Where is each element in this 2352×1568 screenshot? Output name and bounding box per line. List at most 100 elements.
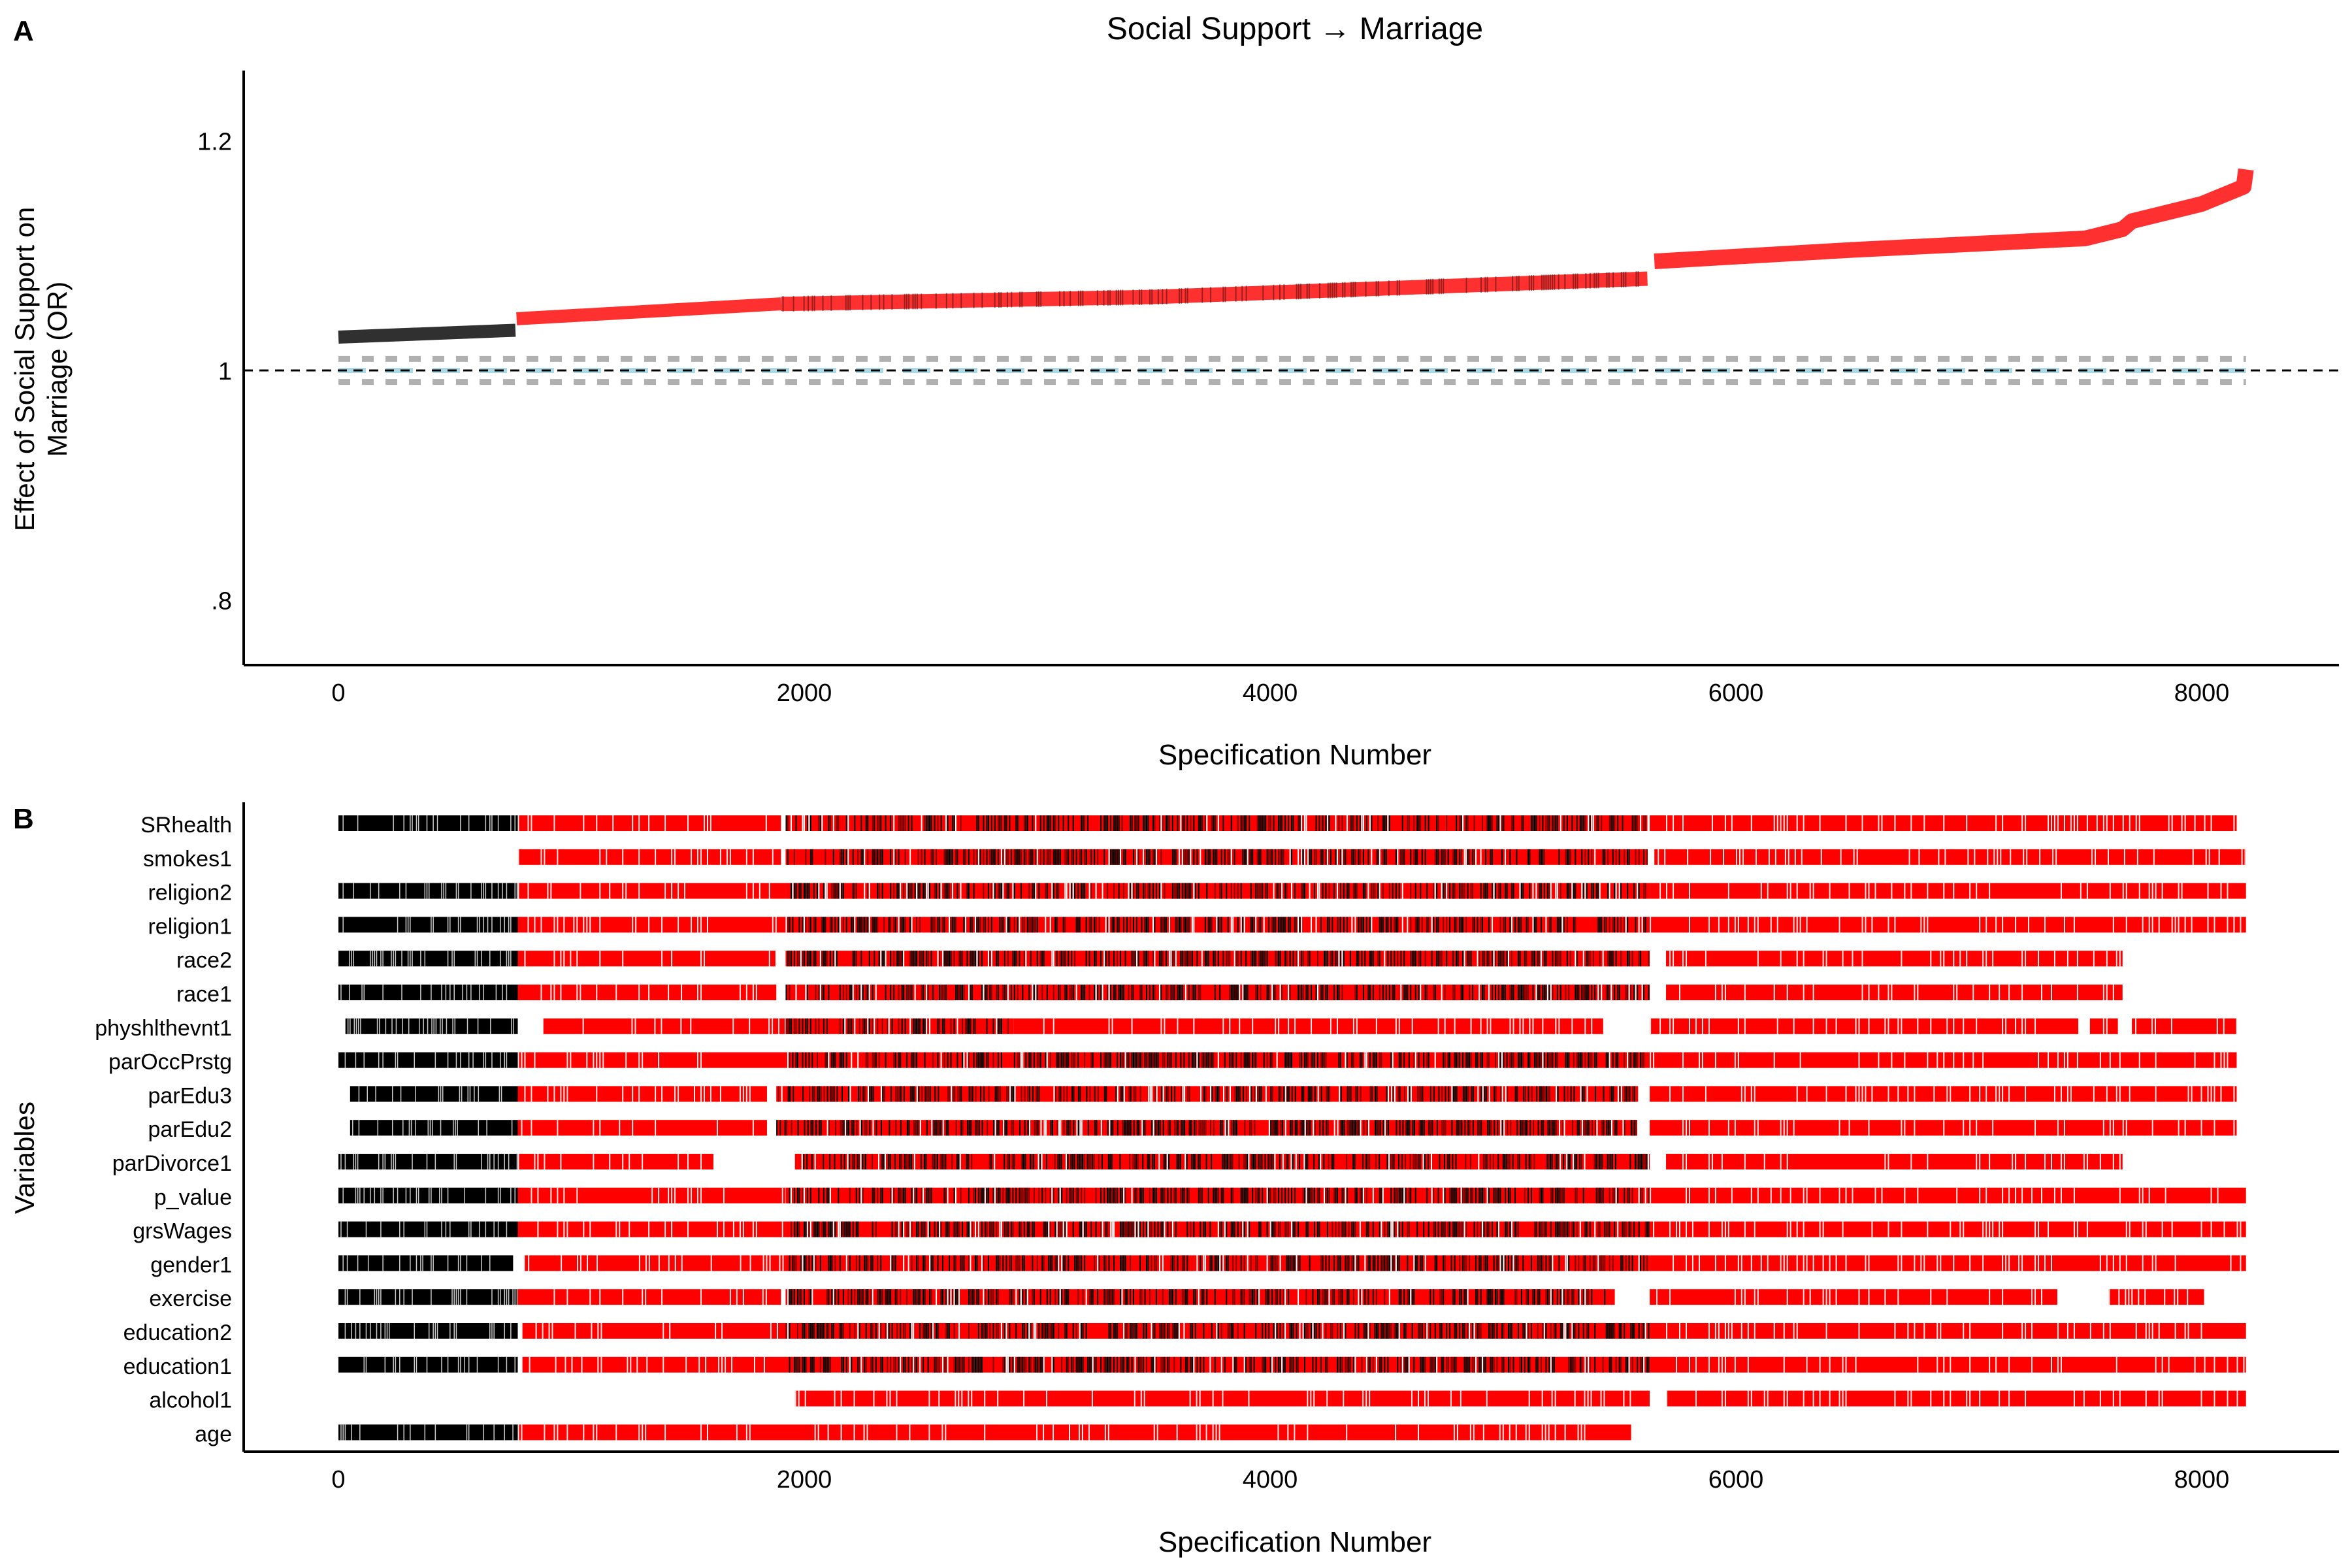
inclusion-nonsig-mark: [1133, 917, 1135, 933]
inclusion-nonsig-mark: [937, 1018, 939, 1034]
inclusion-gap: [553, 815, 555, 831]
inclusion-nonsig-mark: [1558, 1221, 1560, 1237]
inclusion-gap: [1789, 1221, 1791, 1237]
inclusion-nonsig-mark: [1384, 1255, 1386, 1271]
inclusion-gap: [498, 1086, 500, 1102]
inclusion-nonsig-mark: [1165, 951, 1167, 967]
inclusion-nonsig-mark: [1627, 849, 1629, 865]
inclusion-nonsig-mark: [1122, 1120, 1124, 1136]
inclusion-nonsig-mark: [1539, 1221, 1541, 1237]
inclusion-nonsig-mark: [1072, 849, 1074, 865]
inclusion-nonsig-mark: [838, 815, 840, 831]
inclusion-gap: [2184, 917, 2186, 933]
inclusion-nonsig-mark: [1635, 815, 1637, 831]
inclusion-nonsig-mark: [1276, 951, 1278, 967]
inclusion-nonsig-mark: [1049, 815, 1051, 831]
inclusion-nonsig-mark: [1213, 951, 1215, 967]
inclusion-nonsig-mark: [1627, 1187, 1629, 1203]
inclusion-gap: [1861, 1086, 1863, 1102]
inclusion-nonsig-mark: [1004, 1120, 1006, 1136]
inclusion-nonsig-mark: [1514, 1221, 1516, 1237]
inclusion-gap: [1463, 951, 1465, 967]
inclusion-nonsig-mark: [1194, 883, 1196, 899]
inclusion-nonsig-mark: [890, 1086, 892, 1102]
inclusion-nonsig-mark: [977, 951, 979, 967]
inclusion-gap: [446, 1018, 448, 1034]
inclusion-gap: [765, 815, 767, 831]
inclusion-nonsig-mark: [800, 883, 802, 899]
inclusion-nonsig-mark: [1182, 1120, 1184, 1136]
inclusion-nonsig-mark: [1408, 815, 1410, 831]
inclusion-gap: [874, 1018, 875, 1034]
inclusion-gap: [745, 883, 747, 899]
inclusion-nonsig-mark: [1469, 1052, 1471, 1068]
inclusion-gap: [2073, 1187, 2075, 1203]
inclusion-nonsig-mark: [1177, 815, 1179, 831]
inclusion-gap: [963, 1052, 965, 1068]
inclusion-nonsig-mark: [999, 815, 1001, 831]
inclusion-nonsig-mark: [1371, 951, 1373, 967]
inclusion-nonsig-mark: [916, 1018, 918, 1034]
inclusion-nonsig-mark: [1524, 951, 1526, 967]
inclusion-gap: [447, 1255, 449, 1271]
inclusion-nonsig-mark: [950, 917, 952, 933]
inclusion-nonsig-mark: [1545, 1221, 1547, 1237]
inclusion-gap: [803, 815, 805, 831]
inclusion-nonsig-mark: [891, 1018, 893, 1034]
inclusion-nonsig-mark: [1053, 815, 1054, 831]
inclusion-gap: [510, 815, 512, 831]
inclusion-nonsig-mark: [1090, 917, 1092, 933]
inclusion-gap: [500, 917, 501, 933]
inclusion-gap: [1617, 1221, 1619, 1237]
inclusion-nonsig-mark: [1144, 951, 1146, 967]
inclusion-nonsig-mark: [1107, 815, 1109, 831]
inclusion-nonsig-mark: [1041, 1187, 1043, 1203]
inclusion-nonsig-mark: [1482, 917, 1484, 933]
inclusion-nonsig-mark: [1170, 1221, 1172, 1237]
inclusion-nonsig-mark: [838, 1187, 840, 1203]
inclusion-gap: [664, 815, 666, 831]
inclusion-nonsig-mark: [868, 951, 870, 967]
inclusion-gap: [379, 1018, 380, 1034]
inclusion-nonsig-mark: [1070, 1154, 1072, 1169]
inclusion-nonsig-mark: [1320, 1255, 1322, 1271]
inclusion-nonsig-mark: [1610, 951, 1612, 967]
inclusion-gap: [808, 815, 810, 831]
inclusion-nonsig-mark: [1117, 1120, 1119, 1136]
inclusion-nonsig-mark: [1459, 883, 1461, 899]
inclusion-gap: [857, 1052, 859, 1068]
inclusion-nonsig-mark: [1615, 1052, 1617, 1068]
inclusion-nonsig-mark: [1028, 883, 1030, 899]
inclusion-nonsig-mark: [973, 849, 975, 865]
inclusion-nonsig-mark: [1133, 1086, 1135, 1102]
inclusion-nonsig-mark: [1170, 985, 1172, 1000]
inclusion-nonsig-mark: [1460, 815, 1462, 831]
inclusion-gap: [470, 1221, 472, 1237]
inclusion-nonsig-mark: [1222, 1154, 1224, 1169]
inclusion-nonsig-mark: [1257, 1086, 1259, 1102]
inclusion-nonsig-mark: [1398, 1154, 1400, 1169]
inclusion-nonsig-mark: [1358, 1255, 1360, 1271]
inclusion-gap: [1789, 883, 1791, 899]
inclusion-nonsig-mark: [1401, 1187, 1403, 1203]
inclusion-nonsig-mark: [1454, 1187, 1456, 1203]
inclusion-gap: [510, 951, 512, 967]
inclusion-nonsig-mark: [1482, 1052, 1484, 1068]
inclusion-nonsig-mark: [872, 1187, 874, 1203]
inclusion-nonsig-mark: [1271, 1086, 1273, 1102]
inclusion-nonsig-mark: [1230, 985, 1232, 1000]
inclusion-nonsig-mark: [1311, 1086, 1313, 1102]
inclusion-nonsig-mark: [1139, 1086, 1141, 1102]
inclusion-nonsig-mark: [1494, 1120, 1495, 1136]
inclusion-nonsig-mark: [834, 1255, 836, 1271]
inclusion-nonsig-mark: [906, 985, 908, 1000]
inclusion-gap: [1552, 1255, 1554, 1271]
inclusion-gap: [2053, 815, 2055, 831]
inclusion-segment: [525, 1255, 786, 1271]
inclusion-nonsig-mark: [1557, 1086, 1559, 1102]
inclusion-nonsig-mark: [1394, 1221, 1396, 1237]
inclusion-gap: [1803, 815, 1805, 831]
inclusion-nonsig-mark: [1247, 985, 1249, 1000]
inclusion-nonsig-mark: [1514, 1255, 1516, 1271]
inclusion-nonsig-mark: [1558, 849, 1560, 865]
